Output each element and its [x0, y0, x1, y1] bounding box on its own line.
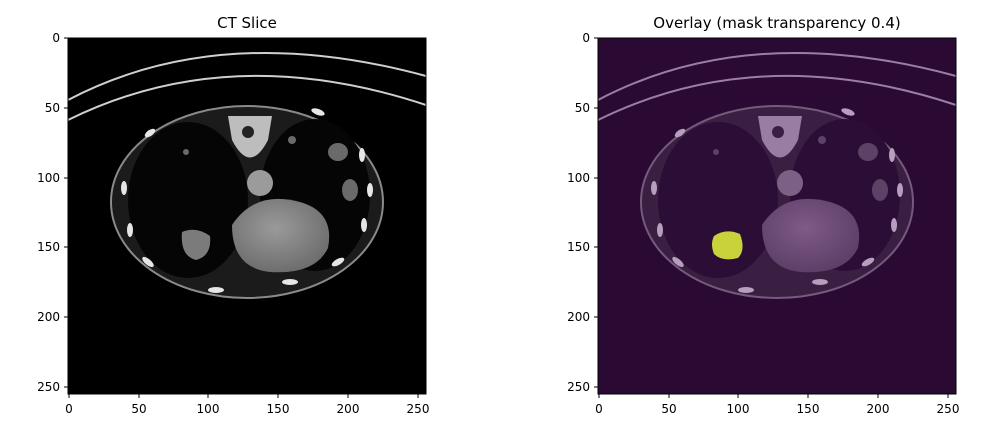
couch-arc-inner — [67, 74, 427, 121]
ct-x-axis: 0 50 100 150 200 250 — [65, 394, 429, 416]
overlay-y-axis: 0 50 100 150 200 250 — [567, 31, 598, 394]
ct-axes-frame — [67, 37, 427, 395]
overlay-ribs — [651, 108, 903, 293]
couch-arc-outer — [67, 51, 427, 101]
ribs — [121, 108, 373, 293]
overlay-x-tick-0: 0 — [595, 402, 603, 416]
vessels — [183, 136, 358, 201]
overlay-x-tick-2: 100 — [727, 402, 750, 416]
overlay-heart — [762, 198, 860, 273]
overlay-left-lung — [658, 122, 778, 278]
ct-image — [67, 51, 427, 299]
ct-x-tick-1: 50 — [131, 402, 146, 416]
ct-y-axis: 0 50 100 150 200 250 — [37, 31, 68, 394]
spinal-canal — [242, 126, 254, 138]
ct-x-tick-3: 150 — [267, 402, 290, 416]
overlay-spinal-canal — [772, 126, 784, 138]
ct-y-tick-4: 200 — [37, 310, 60, 324]
overlay-x-tick-3: 150 — [797, 402, 820, 416]
ct-x-tick-0: 0 — [65, 402, 73, 416]
ct-x-tick-5: 250 — [407, 402, 430, 416]
ct-y-tick-0: 0 — [52, 31, 60, 45]
ct-slice-title: CT Slice — [217, 14, 277, 32]
overlay-couch-arc-inner — [597, 74, 957, 121]
overlay-y-tick-3: 150 — [567, 240, 590, 254]
overlay-y-tick-1: 50 — [575, 101, 590, 115]
overlay-aorta — [777, 170, 803, 196]
ct-x-tick-4: 200 — [337, 402, 360, 416]
aorta — [247, 170, 273, 196]
ct-y-tick-2: 100 — [37, 171, 60, 185]
overlay-y-tick-5: 250 — [567, 380, 590, 394]
overlay-image — [597, 51, 957, 299]
heart — [232, 198, 330, 273]
overlay-x-tick-1: 50 — [661, 402, 676, 416]
ct-y-tick-5: 250 — [37, 380, 60, 394]
overlay-x-axis: 0 50 100 150 200 250 — [595, 394, 959, 416]
ct-x-tick-2: 100 — [197, 402, 220, 416]
ct-y-tick-3: 150 — [37, 240, 60, 254]
overlay-x-tick-5: 250 — [937, 402, 960, 416]
left-lung — [128, 122, 248, 278]
liver-region — [181, 229, 211, 260]
segmentation-mask — [712, 231, 743, 260]
overlay-panel: Overlay (mask transparency 0.4) — [567, 14, 959, 416]
ct-slice-panel: CT Slice — [37, 14, 429, 416]
ct-y-tick-1: 50 — [45, 101, 60, 115]
overlay-title: Overlay (mask transparency 0.4) — [653, 14, 900, 32]
overlay-axes-frame — [597, 37, 957, 395]
overlay-y-tick-0: 0 — [582, 31, 590, 45]
overlay-y-tick-2: 100 — [567, 171, 590, 185]
overlay-y-tick-4: 200 — [567, 310, 590, 324]
overlay-couch-arc-outer — [597, 51, 957, 101]
overlay-x-tick-4: 200 — [867, 402, 890, 416]
overlay-vessels — [713, 136, 888, 201]
